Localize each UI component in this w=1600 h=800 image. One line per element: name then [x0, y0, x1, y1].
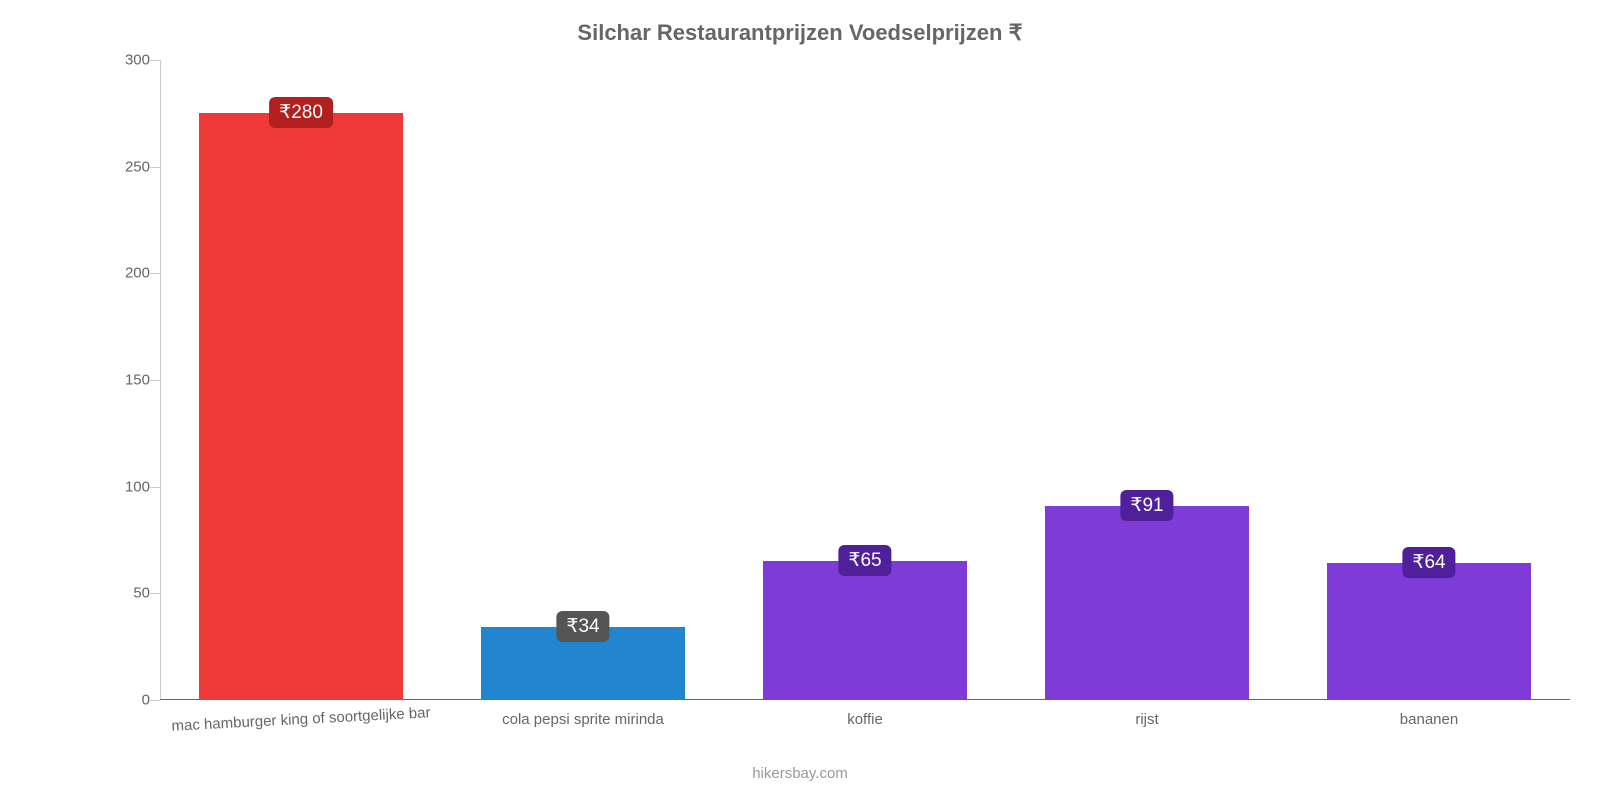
y-tick-label: 0 [110, 692, 150, 709]
bar [763, 561, 966, 700]
y-tick-label: 50 [110, 585, 150, 602]
x-category-label: cola pepsi sprite mirinda [502, 711, 664, 728]
y-tick-label: 150 [110, 372, 150, 389]
bar [199, 113, 402, 700]
bar-value-label: ₹34 [556, 611, 609, 642]
x-category-label: koffie [847, 711, 883, 728]
bar [1327, 563, 1530, 700]
y-tick-label: 200 [110, 265, 150, 282]
x-category-label: bananen [1400, 711, 1458, 728]
y-tick-label: 300 [110, 52, 150, 69]
bar-value-label: ₹280 [269, 97, 333, 128]
chart-title: Silchar Restaurantprijzen Voedselprijzen… [0, 20, 1600, 46]
y-tick [150, 167, 160, 168]
plot-area: ₹280mac hamburger king of soortgelijke b… [160, 60, 1570, 700]
y-tick [150, 700, 160, 701]
bar-value-label: ₹64 [1402, 547, 1455, 578]
y-tick-label: 100 [110, 478, 150, 495]
y-tick [150, 380, 160, 381]
attribution-text: hikersbay.com [0, 765, 1600, 782]
x-category-label: mac hamburger king of soortgelijke bar [171, 704, 431, 735]
x-category-label: rijst [1135, 711, 1158, 728]
y-tick-label: 250 [110, 158, 150, 175]
bar-value-label: ₹65 [838, 545, 891, 576]
y-axis [160, 60, 161, 700]
y-tick [150, 273, 160, 274]
bar-value-label: ₹91 [1120, 490, 1173, 521]
y-tick [150, 60, 160, 61]
bar [1045, 506, 1248, 700]
y-tick [150, 593, 160, 594]
y-tick [150, 487, 160, 488]
